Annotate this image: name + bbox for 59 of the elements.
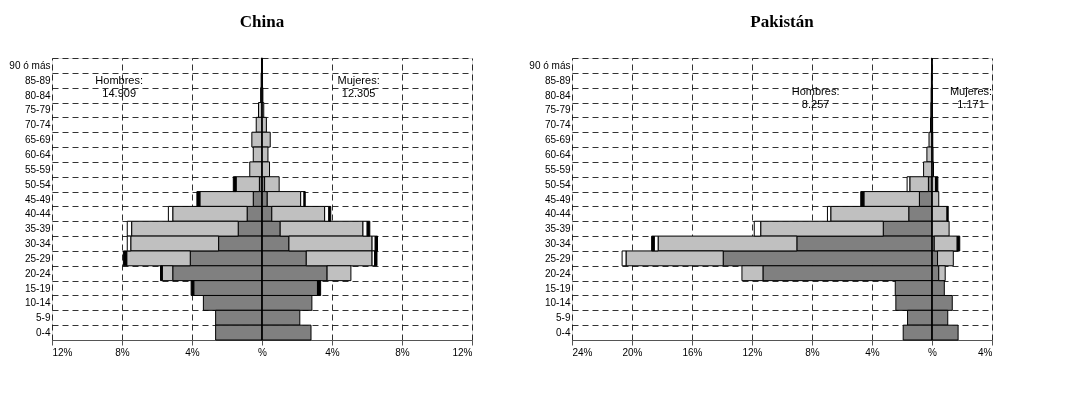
y-tick-label: 75-79	[544, 104, 571, 116]
x-tick-label: %	[928, 346, 938, 358]
y-tick-label: 40-44	[544, 208, 571, 220]
x-tick-label: %	[258, 346, 268, 358]
y-tick-label: 55-59	[544, 163, 571, 175]
y-tick-label: 80-84	[544, 89, 571, 101]
y-tick-label: 5-9	[36, 312, 51, 324]
annotation: Mujeres: 12.305	[337, 73, 380, 99]
x-tick-label: 4%	[978, 346, 993, 358]
y-tick-label: 20-24	[544, 267, 571, 279]
y-tick-label: 25-29	[544, 252, 571, 264]
y-tick-label: 15-19	[24, 282, 51, 294]
y-tick-label: 10-14	[24, 297, 51, 309]
y-tick-label: 70-74	[24, 119, 51, 131]
y-tick-label: 65-69	[544, 134, 571, 146]
x-tick-label: 8%	[395, 346, 410, 358]
y-tick-label: 55-59	[24, 163, 51, 175]
y-tick-label: 60-64	[24, 148, 51, 160]
y-tick-label: 30-34	[544, 238, 571, 250]
x-tick-label: 4%	[185, 346, 200, 358]
y-tick-label: 25-29	[24, 252, 51, 264]
y-tick-label: 35-39	[544, 223, 571, 235]
y-tick-label: 90 ó más	[9, 59, 51, 71]
y-tick-label: 45-49	[544, 193, 571, 205]
x-tick-label: 12%	[742, 346, 763, 358]
x-tick-label: 4%	[865, 346, 880, 358]
y-tick-label: 45-49	[24, 193, 51, 205]
x-tick-label: 12%	[52, 346, 73, 358]
x-tick-label: 24%	[572, 346, 593, 358]
y-tick-label: 80-84	[24, 89, 51, 101]
x-tick-label: 16%	[682, 346, 703, 358]
chart-title: China	[239, 12, 285, 31]
x-tick-label: 20%	[622, 346, 643, 358]
y-tick-label: 35-39	[24, 223, 51, 235]
y-tick-label: 50-54	[24, 178, 51, 190]
annotation: Hombres: 8.257	[791, 85, 840, 111]
y-tick-label: 0-4	[556, 327, 571, 339]
y-tick-label: 60-64	[544, 148, 571, 160]
y-tick-label: 75-79	[24, 104, 51, 116]
x-tick-label: 8%	[805, 346, 820, 358]
y-tick-label: 85-89	[544, 74, 571, 86]
chart-title: Pakistán	[750, 12, 815, 31]
y-tick-label: 20-24	[24, 267, 51, 279]
y-tick-label: 5-9	[556, 312, 571, 324]
annotation: Hombres: 14.909	[95, 73, 144, 99]
y-tick-label: 30-34	[24, 238, 51, 250]
x-tick-label: 12%	[452, 346, 473, 358]
y-tick-label: 50-54	[544, 178, 571, 190]
y-tick-label: 85-89	[24, 74, 51, 86]
y-tick-label: 65-69	[24, 134, 51, 146]
y-tick-label: 10-14	[544, 297, 571, 309]
y-tick-label: 70-74	[544, 119, 571, 131]
y-tick-label: 40-44	[24, 208, 51, 220]
x-tick-label: 8%	[115, 346, 130, 358]
y-tick-label: 0-4	[36, 327, 51, 339]
y-tick-label: 15-19	[544, 282, 571, 294]
y-tick-label: 90 ó más	[529, 59, 571, 71]
annotation: Mujeres: 1.171	[949, 85, 993, 111]
x-tick-label: 4%	[325, 346, 340, 358]
